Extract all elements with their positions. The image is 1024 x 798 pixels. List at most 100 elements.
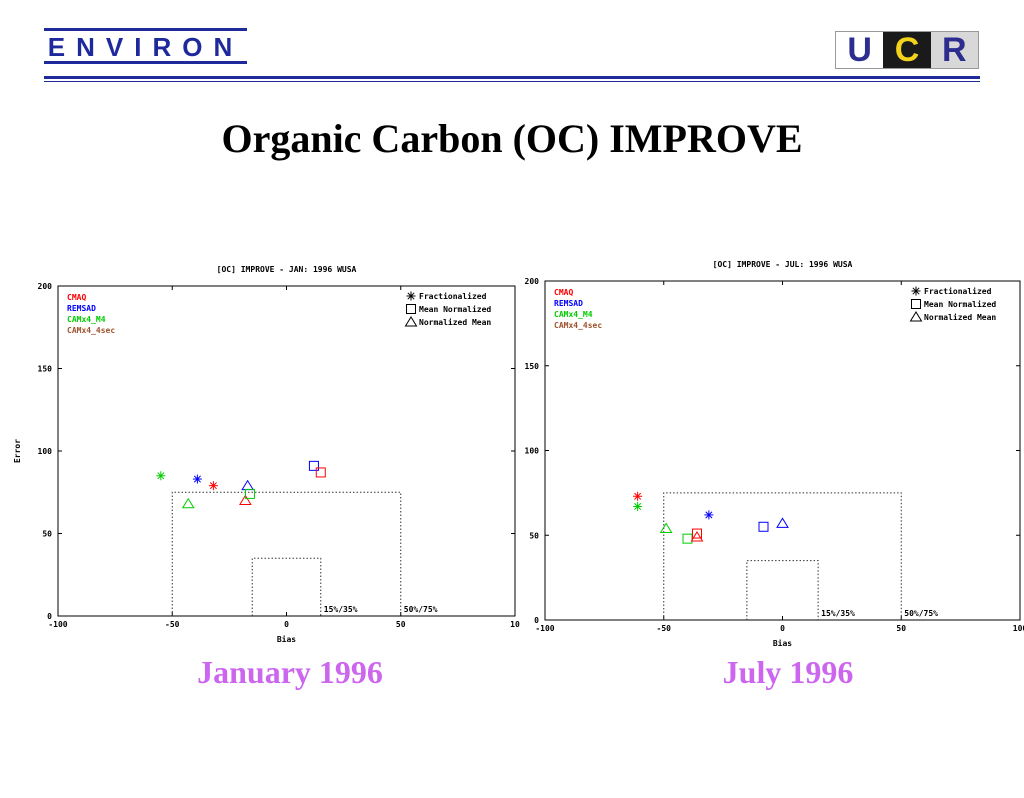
legend-metric: Mean Normalized	[419, 304, 491, 314]
x-tick-label: 0	[780, 624, 785, 633]
data-point	[192, 474, 202, 484]
legend-marker	[406, 291, 416, 301]
legend-model: REMSAD	[554, 299, 583, 308]
caption-january: January 1996	[197, 654, 383, 690]
x-axis-label: Bias	[773, 638, 792, 648]
data-point-shape	[244, 488, 255, 499]
legend-model: CMAQ	[67, 293, 86, 302]
data-point-shape	[308, 460, 319, 471]
x-tick-label: 10	[510, 620, 520, 629]
legend-metric: Normalized Mean	[419, 317, 491, 327]
goal-box	[746, 560, 819, 620]
chart-title: [OC] IMPROVE - JUL: 1996 WUSA	[713, 260, 853, 269]
y-tick-label: 200	[38, 282, 53, 291]
data-point-stroke	[193, 475, 201, 483]
data-point-stroke	[634, 502, 642, 510]
legend-model: CAMx4_M4	[554, 310, 593, 319]
data-point	[659, 522, 673, 533]
data-point-shape	[181, 497, 195, 509]
y-tick-label: 0	[534, 616, 539, 625]
y-tick-label: 200	[525, 277, 540, 286]
logo-bar-bottom	[44, 61, 247, 64]
legend-marker-shape	[909, 311, 923, 322]
ucr-logo-c: C	[883, 31, 931, 69]
chart-january: [OC] IMPROVE - JAN: 1996 WUSA -100 -50 0 50 1…	[13, 265, 520, 644]
legend-metric: Fractionalized	[924, 286, 992, 296]
legend-metric: Normalized Mean	[924, 312, 996, 322]
y-tick-label: 0	[47, 612, 52, 621]
x-tick-label: 50	[896, 624, 906, 633]
data-point	[315, 467, 326, 478]
x-tick-label: 0	[284, 620, 289, 629]
legend-model: CMAQ	[554, 288, 573, 297]
data-point	[692, 528, 702, 539]
goal-box-label: 15%/35%	[324, 605, 358, 614]
data-point	[241, 479, 255, 491]
data-point	[682, 533, 693, 544]
legend-marker-stroke	[912, 287, 920, 295]
data-point	[244, 488, 255, 499]
x-axis-label: Bias	[277, 634, 296, 644]
data-point-stroke	[157, 472, 165, 480]
goal-box	[663, 492, 902, 620]
y-tick-label: 50	[42, 530, 52, 539]
goal-box	[251, 557, 322, 616]
legend-marker	[911, 299, 921, 309]
environ-logo: ENVIRON	[44, 28, 247, 64]
slide-title: Organic Carbon (OC) IMPROVE	[221, 116, 803, 161]
ucr-logo-u: U	[836, 31, 884, 69]
data-point-shape	[238, 494, 252, 505]
data-point-shape	[659, 522, 673, 533]
data-point	[633, 501, 643, 511]
data-point-shape	[690, 530, 704, 542]
data-point-shape	[315, 467, 326, 478]
legend-model: CAMx4_M4	[67, 315, 106, 324]
legend-marker-shape	[911, 299, 921, 309]
data-point	[758, 521, 769, 532]
data-point	[690, 530, 704, 542]
y-tick-label: 100	[525, 447, 540, 456]
legend-marker	[406, 304, 416, 314]
data-point	[704, 510, 714, 520]
goal-box	[171, 491, 402, 616]
data-point-stroke	[705, 511, 713, 519]
data-point-shape	[682, 533, 693, 544]
data-point	[776, 517, 789, 528]
x-tick-label: -50	[165, 620, 180, 629]
y-tick-label: 50	[529, 531, 539, 540]
y-tick-label: 150	[525, 362, 540, 371]
legend-model: CAMx4_4sec	[67, 326, 115, 335]
data-point-shape	[692, 528, 702, 539]
x-tick-label: -50	[657, 624, 672, 633]
goal-box-label: 50%/75%	[404, 605, 438, 614]
legend-metric: Fractionalized	[419, 291, 487, 301]
chart-july: [OC] IMPROVE - JUL: 1996 WUSA -100 -50 0 50 1…	[525, 260, 1024, 648]
data-point-shape	[241, 479, 255, 491]
data-point-stroke	[209, 482, 217, 490]
y-tick-label: 100	[38, 447, 53, 456]
legend-marker-shape	[404, 316, 418, 327]
legend-metric: Mean Normalized	[924, 299, 996, 309]
x-tick-label: -100	[48, 620, 67, 629]
y-tick-label: 150	[38, 365, 53, 374]
chart-title: [OC] IMPROVE - JAN: 1996 WUSA	[217, 265, 357, 274]
y-axis-label: Error	[13, 439, 22, 463]
legend-marker	[404, 316, 418, 327]
legend-marker	[911, 286, 921, 296]
data-point	[308, 460, 319, 471]
x-tick-label: -100	[535, 624, 554, 633]
ucr-logo-r: R	[930, 31, 978, 69]
data-point	[238, 494, 252, 505]
environ-logo-text: ENVIRON	[47, 32, 244, 62]
caption-july: July 1996	[722, 654, 854, 690]
data-point	[156, 471, 166, 481]
legend-marker-stroke	[407, 292, 415, 300]
legend-marker-shape	[406, 304, 416, 314]
data-point-shape	[776, 517, 789, 528]
x-tick-label: 100	[1013, 624, 1024, 633]
legend-model: CAMx4_4sec	[554, 321, 602, 330]
goal-box-label: 15%/35%	[821, 609, 855, 618]
logo-bar-top	[44, 28, 247, 31]
plot-frame	[544, 280, 1021, 621]
header-rule-thin	[44, 81, 980, 82]
